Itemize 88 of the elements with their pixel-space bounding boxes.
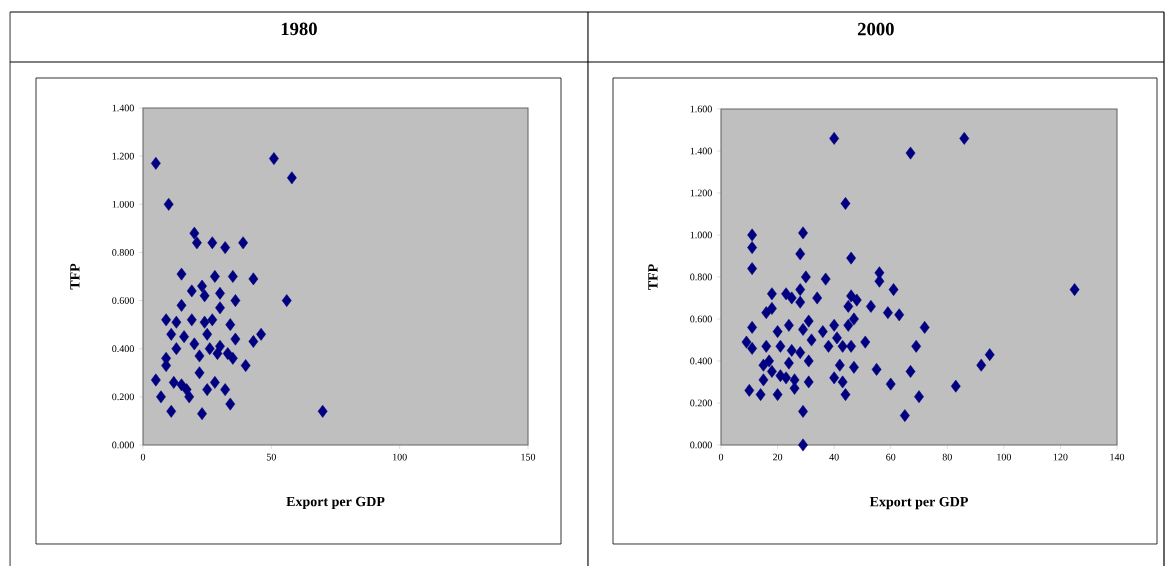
point: [207, 236, 218, 250]
x-tick-label: 50: [266, 453, 276, 461]
y-tick-label: 0.600: [112, 297, 134, 304]
point: [212, 347, 223, 360]
point: [225, 318, 236, 332]
point: [202, 383, 213, 397]
x-tick-label: 60: [886, 453, 896, 461]
y-tick-label: 0.800: [112, 249, 134, 256]
y-tick-label: 0.600: [690, 315, 712, 323]
point: [281, 294, 292, 307]
point: [220, 383, 231, 397]
point: [230, 332, 241, 346]
point: [189, 337, 200, 351]
point: [240, 359, 251, 372]
point: [192, 236, 202, 250]
point: [230, 294, 241, 307]
point: [194, 366, 205, 380]
point: [197, 279, 207, 293]
y-tick-label: 1.400: [112, 104, 134, 112]
point: [194, 349, 205, 363]
y-tick-label: 0.200: [112, 393, 134, 401]
y-tick-label: 0.400: [112, 345, 134, 353]
y-tick-label: 1.200: [112, 152, 134, 160]
point: [197, 407, 207, 421]
point: [179, 330, 189, 344]
chart-title: 1980: [281, 22, 317, 36]
point: [186, 313, 197, 327]
point: [238, 236, 248, 250]
point: [161, 313, 171, 327]
point: [317, 404, 328, 418]
point: [215, 301, 225, 315]
point: [150, 373, 161, 387]
y-tick-label: 0.000: [690, 441, 712, 449]
y-tick-label: 1.200: [690, 189, 712, 197]
point: [204, 342, 215, 356]
point: [166, 404, 177, 418]
x-tick-label: 80: [942, 453, 952, 461]
x-tick-label: 20: [773, 453, 783, 461]
point: [150, 156, 161, 170]
point: [220, 241, 231, 255]
point: [184, 390, 195, 404]
x-tick-label: 0: [140, 453, 146, 461]
point: [176, 267, 187, 281]
point: [176, 298, 187, 312]
point: [199, 315, 210, 329]
point: [168, 376, 179, 389]
point: [210, 376, 220, 389]
x-tick-label: 100: [997, 453, 1011, 461]
point: [248, 335, 259, 348]
point: [166, 327, 177, 341]
chart-title: 2000: [857, 22, 894, 36]
point: [287, 171, 297, 185]
y-tick-label: 0.400: [690, 357, 712, 365]
point: [256, 327, 266, 341]
point: [171, 315, 182, 329]
point: [215, 286, 225, 300]
point: [202, 327, 213, 341]
y-tick-label: 0.000: [112, 441, 134, 449]
y-tick-label: 1.600: [690, 105, 712, 113]
y-tick-label: 0.200: [690, 399, 712, 407]
y-axis-title: TFP: [70, 263, 80, 290]
y-axis-title: TFP: [648, 264, 658, 290]
point: [248, 272, 259, 286]
y-tick-label: 0.800: [690, 273, 712, 281]
point: [189, 226, 200, 240]
point: [210, 270, 220, 283]
point: [163, 197, 174, 211]
x-tick-label: 0: [718, 453, 724, 461]
y-tick-label: 1.000: [112, 200, 134, 208]
point: [207, 313, 218, 327]
point: [225, 397, 236, 411]
x-tick-label: 150: [521, 453, 536, 461]
point: [156, 390, 166, 404]
x-axis-title: Export per GDP: [286, 496, 385, 510]
point: [199, 289, 210, 303]
point: [222, 347, 233, 360]
point: [171, 342, 182, 356]
point: [227, 270, 238, 283]
y-tick-label: 1.000: [690, 231, 712, 239]
x-tick-label: 100: [393, 453, 407, 461]
x-tick-label: 120: [1053, 453, 1068, 461]
point: [269, 152, 279, 165]
y-tick-label: 1.400: [690, 147, 712, 155]
point: [186, 284, 197, 298]
x-tick-label: 40: [829, 453, 839, 461]
x-tick-label: 140: [1110, 453, 1125, 461]
x-axis-title: Export per GDP: [869, 497, 968, 510]
point: [176, 378, 187, 392]
